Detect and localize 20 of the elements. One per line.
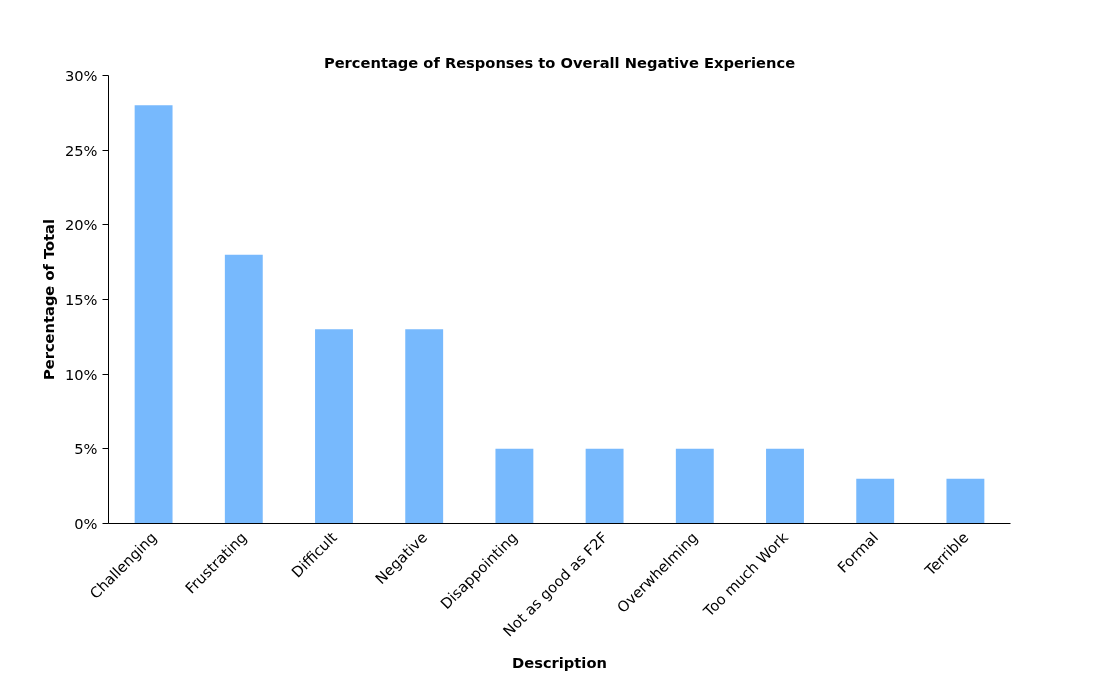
bar [766,448,804,524]
bar [585,448,624,524]
y-axis-title: Percentage of Total [39,218,57,380]
y-tick-label: 30% [64,67,98,84]
bar [315,329,353,524]
bar [946,478,985,524]
y-tick-label: 20% [64,216,98,234]
y-tick-label: 25% [64,141,98,159]
bar [224,254,263,524]
y-tick-label: 5% [74,440,98,458]
bar [134,105,173,524]
bar [495,448,534,524]
chart-title: Percentage of Responses to Overall Negative Experience [323,53,796,71]
y-tick-label: 0% [74,515,98,532]
bar [856,478,895,524]
y-tick-label: 10% [64,365,98,383]
x-axis-title: Description [512,653,607,671]
bar [405,329,444,524]
bar [675,448,714,524]
y-tick-label: 15% [64,291,98,308]
